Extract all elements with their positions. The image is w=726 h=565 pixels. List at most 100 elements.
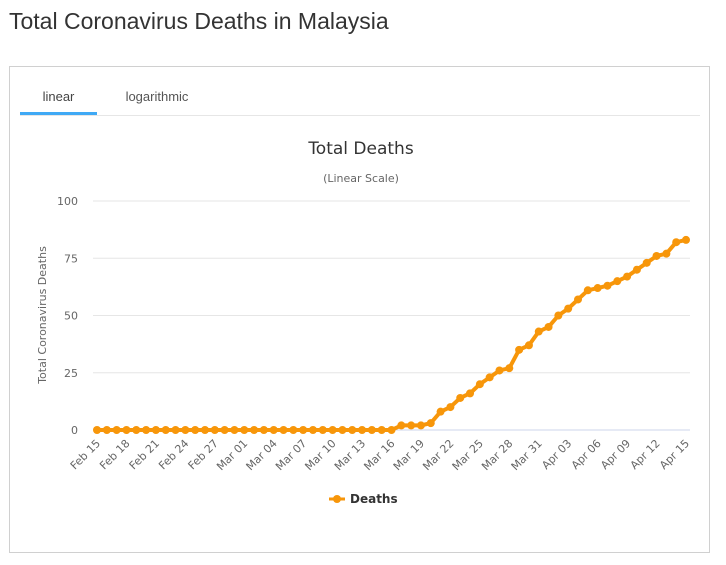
data-point[interactable] (524, 341, 533, 350)
x-tick-label: Apr 09 (598, 437, 633, 472)
data-point[interactable] (534, 327, 543, 336)
data-point[interactable] (583, 286, 592, 295)
data-point[interactable] (279, 426, 288, 434)
data-point[interactable] (554, 311, 563, 320)
data-point[interactable] (259, 426, 268, 434)
data-point[interactable] (348, 426, 357, 434)
data-point[interactable] (318, 426, 327, 434)
page-title: Total Coronavirus Deaths in Malaysia (9, 8, 389, 34)
data-point[interactable] (132, 426, 141, 434)
data-point[interactable] (328, 426, 337, 434)
data-point[interactable] (338, 426, 347, 434)
data-point[interactable] (642, 258, 651, 267)
data-point[interactable] (652, 251, 661, 260)
x-tick-label: Feb 24 (156, 437, 191, 472)
y-tick-label: 100 (57, 195, 78, 208)
data-point[interactable] (564, 304, 573, 313)
data-point[interactable] (475, 380, 484, 389)
data-point[interactable] (200, 426, 209, 434)
data-point[interactable] (495, 366, 504, 375)
data-point[interactable] (436, 407, 445, 416)
x-tick-label: Mar 10 (302, 437, 338, 473)
data-point[interactable] (358, 426, 367, 434)
scale-tabs: linear logarithmic (20, 81, 700, 116)
data-point[interactable] (466, 389, 475, 398)
data-point[interactable] (485, 373, 494, 382)
data-point[interactable] (446, 403, 455, 412)
data-point[interactable] (613, 277, 622, 286)
data-point[interactable] (142, 426, 151, 434)
data-point[interactable] (603, 281, 612, 290)
chart-title: Total Deaths (307, 139, 414, 159)
grid-lines (93, 200, 690, 374)
data-point[interactable] (171, 426, 180, 434)
data-point[interactable] (191, 426, 200, 434)
data-point[interactable] (377, 426, 386, 434)
chart-subtitle: (Linear Scale) (323, 172, 399, 185)
data-point[interactable] (544, 322, 553, 331)
data-point[interactable] (456, 393, 465, 402)
x-tick-label: Feb 18 (97, 437, 132, 472)
data-point[interactable] (93, 426, 101, 434)
data-point[interactable] (426, 419, 435, 428)
data-point[interactable] (367, 426, 376, 434)
data-point[interactable] (210, 426, 219, 434)
data-point[interactable] (230, 426, 239, 434)
data-point[interactable] (387, 426, 396, 434)
data-point[interactable] (240, 426, 249, 434)
series-line (97, 237, 687, 432)
y-tick-label: 0 (71, 424, 78, 437)
x-tick-label: Apr 06 (569, 437, 604, 472)
legend-label-deaths[interactable]: Deaths (350, 492, 398, 506)
data-point[interactable] (102, 426, 111, 434)
data-point[interactable] (515, 345, 524, 354)
data-point[interactable] (220, 426, 229, 434)
tab-logarithmic[interactable]: logarithmic (125, 89, 189, 104)
data-point[interactable] (151, 426, 160, 434)
x-tick-label: Apr 12 (628, 437, 663, 472)
data-point[interactable] (623, 272, 632, 281)
series-deaths (93, 235, 690, 434)
data-point[interactable] (407, 421, 416, 430)
y-axis-ticks: 0 25 50 75 100 (57, 195, 78, 437)
data-point[interactable] (593, 284, 602, 293)
x-tick-label: Apr 03 (539, 437, 574, 472)
x-tick-label: Mar 13 (332, 437, 368, 473)
data-point[interactable] (308, 426, 317, 434)
data-point[interactable] (505, 364, 514, 373)
x-tick-label: Mar 25 (450, 437, 486, 473)
data-point[interactable] (122, 426, 131, 434)
data-point[interactable] (289, 426, 298, 434)
x-tick-label: Feb 27 (186, 437, 221, 472)
x-tick-label: Feb 21 (127, 437, 162, 472)
y-tick-label: 25 (64, 367, 78, 380)
data-point[interactable] (662, 249, 671, 258)
data-point[interactable] (682, 235, 690, 244)
x-tick-label: Mar 19 (391, 437, 427, 473)
data-point[interactable] (112, 426, 121, 434)
legend-marker (333, 495, 341, 503)
x-tick-label: Mar 01 (214, 437, 250, 473)
data-point[interactable] (181, 426, 190, 434)
data-point[interactable] (632, 265, 641, 274)
tab-linear[interactable]: linear (20, 81, 97, 115)
data-point[interactable] (161, 426, 170, 434)
y-axis-title: Total Coronavirus Deaths (36, 246, 49, 385)
x-tick-label: Mar 04 (244, 437, 280, 473)
x-tick-label: Mar 07 (273, 437, 309, 473)
data-point[interactable] (397, 421, 406, 430)
data-point[interactable] (299, 426, 308, 434)
legend[interactable]: Deaths (329, 492, 398, 506)
data-point[interactable] (269, 426, 278, 434)
data-point[interactable] (574, 295, 583, 304)
y-tick-label: 50 (64, 310, 78, 323)
data-point[interactable] (672, 238, 681, 247)
x-tick-label: Apr 15 (657, 437, 692, 472)
x-tick-label: Mar 22 (420, 437, 456, 473)
data-point[interactable] (250, 426, 259, 434)
data-point[interactable] (416, 421, 425, 430)
x-tick-label: Mar 31 (509, 437, 545, 473)
x-tick-label: Mar 16 (361, 437, 397, 473)
